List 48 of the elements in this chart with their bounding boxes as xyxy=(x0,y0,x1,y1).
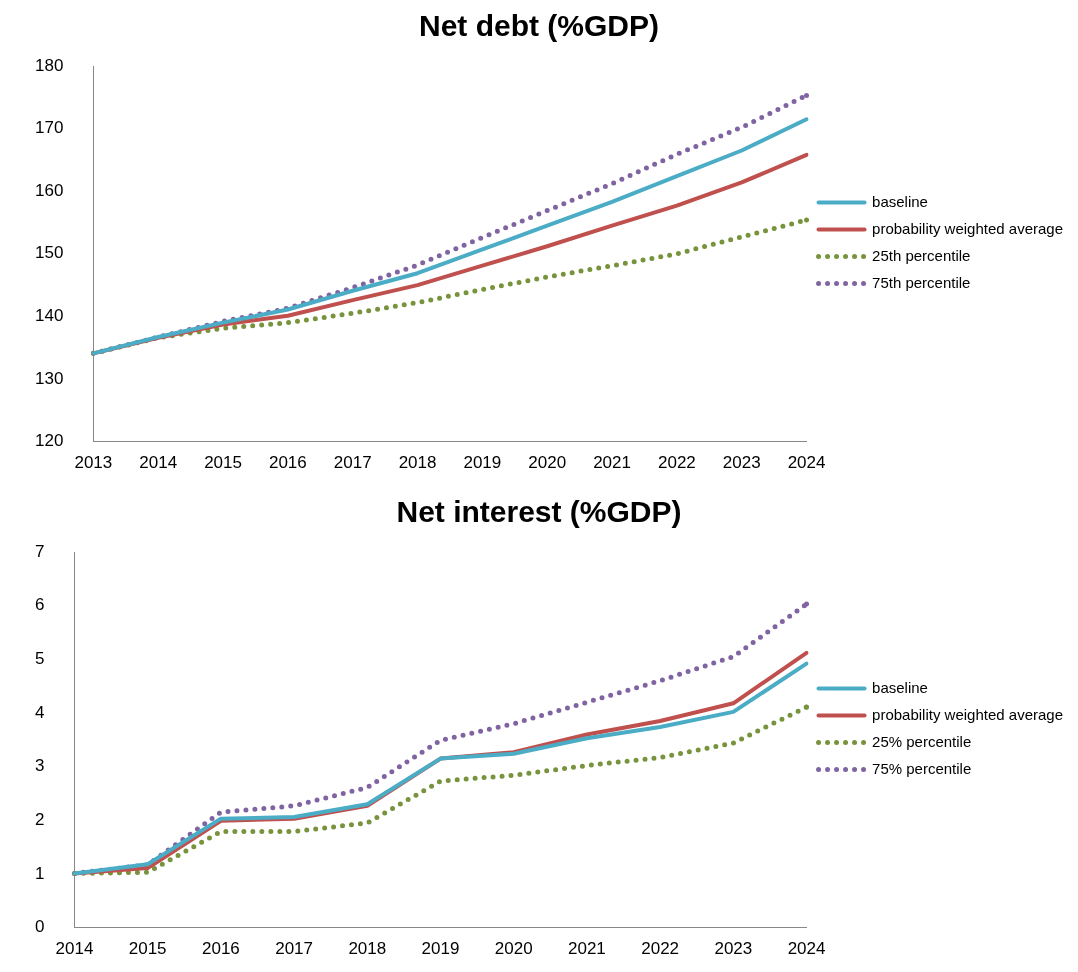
y-tick-label: 7 xyxy=(34,541,45,561)
y-tick-label: 2 xyxy=(34,809,45,829)
x-tick-label: 2021 xyxy=(568,939,606,959)
chart-title: Net interest (%GDP) xyxy=(396,495,682,529)
y-tick-label: 170 xyxy=(34,118,64,138)
legend-label: baseline xyxy=(872,678,928,696)
legend-label: probability weighted average xyxy=(872,219,1064,237)
y-tick-label: 150 xyxy=(34,243,64,263)
y-tick-label: 4 xyxy=(34,702,45,722)
legend-label: 25th percentile xyxy=(872,246,971,264)
legend-label: baseline xyxy=(872,192,928,210)
x-tick-label: 2020 xyxy=(528,453,567,473)
x-tick-label: 2022 xyxy=(641,939,680,959)
y-tick-label: 180 xyxy=(34,55,64,75)
x-tick-label: 2014 xyxy=(139,453,178,473)
legend-label: 75th percentile xyxy=(872,273,971,291)
x-tick-label: 2023 xyxy=(722,453,761,473)
x-tick-label: 2015 xyxy=(128,939,167,959)
x-tick-label: 2021 xyxy=(593,453,631,473)
x-tick-label: 2018 xyxy=(398,453,437,473)
x-tick-label: 2015 xyxy=(204,453,242,473)
y-tick-label: 120 xyxy=(34,431,64,451)
x-tick-label: 2020 xyxy=(494,939,533,959)
y-tick-label: 0 xyxy=(34,917,45,937)
legend-label: probability weighted average xyxy=(872,705,1064,723)
x-tick-label: 2018 xyxy=(348,939,387,959)
x-tick-label: 2017 xyxy=(333,453,372,473)
y-tick-label: 130 xyxy=(34,368,64,388)
x-tick-label: 2019 xyxy=(421,939,460,959)
y-tick-label: 160 xyxy=(34,180,64,200)
x-tick-label: 2013 xyxy=(74,453,113,473)
y-tick-label: 6 xyxy=(34,595,45,615)
x-tick-label: 2017 xyxy=(275,939,313,959)
y-tick-label: 3 xyxy=(34,756,45,776)
chart-title: Net debt (%GDP) xyxy=(419,9,659,43)
y-tick-label: 140 xyxy=(34,306,64,326)
x-tick-label: 2014 xyxy=(55,939,94,959)
legend-label: 25% percentile xyxy=(872,732,972,750)
x-tick-label: 2024 xyxy=(787,453,826,473)
y-tick-label: 1 xyxy=(34,863,45,883)
x-tick-label: 2022 xyxy=(657,453,696,473)
x-tick-label: 2023 xyxy=(714,939,753,959)
x-tick-label: 2024 xyxy=(787,939,826,959)
x-tick-label: 2016 xyxy=(268,453,307,473)
x-tick-label: 2019 xyxy=(463,453,502,473)
legend-label: 75% percentile xyxy=(872,759,972,777)
x-tick-label: 2016 xyxy=(201,939,240,959)
y-tick-label: 5 xyxy=(34,649,45,668)
